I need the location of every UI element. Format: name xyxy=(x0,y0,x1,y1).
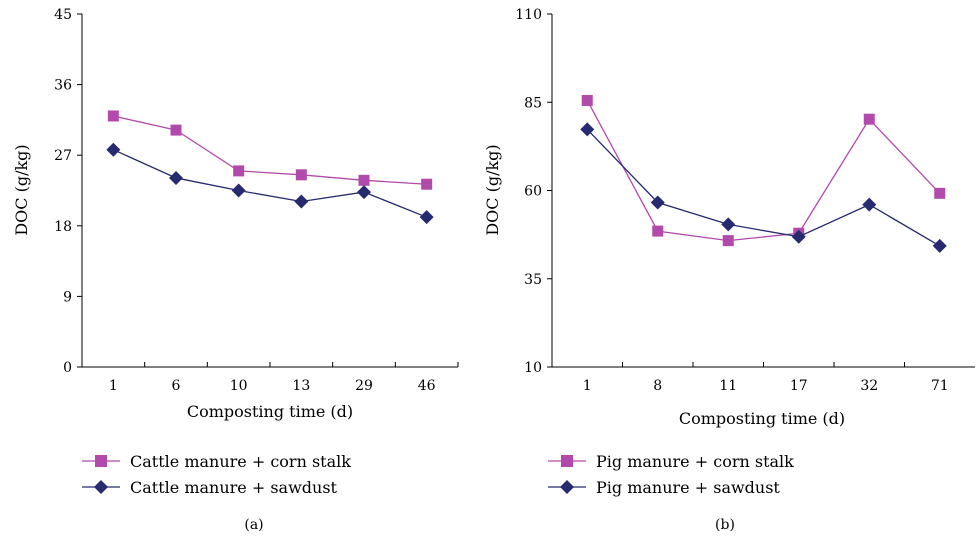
data-point-square xyxy=(421,178,433,190)
legend-label-a-1: Cattle manure + sawdust xyxy=(130,478,338,497)
legend-b: Pig manure + corn stalk Pig manure + saw… xyxy=(548,452,794,497)
chart-panel-a: 0 9 18 27 36 45 1 6 10 13 29 46 DOC (g/kg) Compost… xyxy=(12,7,459,533)
legend-marker-a-0 xyxy=(95,455,107,467)
data-point-diamond xyxy=(294,194,309,209)
x-tick-label: 29 xyxy=(355,378,373,394)
data-point-diamond xyxy=(106,142,121,157)
data-point-square xyxy=(295,169,307,181)
x-tick-label: 11 xyxy=(719,378,737,394)
x-tick-label: 10 xyxy=(230,378,248,394)
y-tick-label: 27 xyxy=(54,148,72,164)
data-point-square xyxy=(107,110,119,122)
x-tick-label: 32 xyxy=(860,378,878,394)
x-tick-label: 1 xyxy=(583,378,592,394)
y-tick-label: 60 xyxy=(524,184,542,200)
x-tick-label: 46 xyxy=(418,378,436,394)
data-point-diamond xyxy=(650,195,665,210)
y-tick-label: 0 xyxy=(63,360,72,376)
x-tick-label: 17 xyxy=(790,378,808,394)
legend-label-b-0: Pig manure + corn stalk xyxy=(596,452,794,471)
y-axis-title-b: DOC (g/kg) xyxy=(483,144,502,235)
legend-a: Cattle manure + corn stalk Cattle manure… xyxy=(82,452,351,497)
x-tick-label: 6 xyxy=(172,378,181,394)
panel-label-b: (b) xyxy=(715,517,735,533)
y-tick-label: 110 xyxy=(515,7,542,23)
legend-label-b-1: Pig manure + sawdust xyxy=(596,478,780,497)
series-a xyxy=(106,110,434,225)
legend-marker-a-1 xyxy=(94,480,108,494)
chart-panel-b: 10 35 60 85 110 1 8 11 17 32 71 DOC (g/kg) Compos… xyxy=(483,7,975,533)
data-point-square xyxy=(652,225,664,237)
y-ticks-a: 0 9 18 27 36 45 xyxy=(54,7,82,376)
panel-label-a: (a) xyxy=(244,517,263,533)
data-point-diamond xyxy=(721,217,736,232)
data-point-diamond xyxy=(862,197,877,212)
data-point-diamond xyxy=(357,185,371,200)
legend-marker-b-0 xyxy=(561,455,573,467)
x-axis-title-a: Composting time (d) xyxy=(187,402,353,421)
series-b xyxy=(580,94,947,253)
series-line-0 xyxy=(113,115,427,185)
data-point-diamond xyxy=(169,170,183,185)
y-tick-label: 45 xyxy=(54,7,72,23)
y-tick-label: 18 xyxy=(54,219,72,235)
x-axis-title-b: Composting time (d) xyxy=(679,409,845,428)
data-point-square xyxy=(170,124,182,136)
legend-marker-b-1 xyxy=(560,480,574,494)
data-point-square xyxy=(358,174,370,186)
data-point-square xyxy=(722,235,734,247)
y-tick-label: 35 xyxy=(524,272,542,288)
y-axis-title-a: DOC (g/kg) xyxy=(12,144,31,235)
data-point-diamond xyxy=(419,210,434,225)
y-tick-label: 10 xyxy=(524,360,542,376)
x-ticks-a: 1 6 10 13 29 46 xyxy=(109,362,459,394)
data-point-diamond xyxy=(791,229,806,244)
x-ticks-b: 1 8 11 17 32 71 xyxy=(583,362,949,394)
data-point-diamond xyxy=(932,238,947,253)
data-point-square xyxy=(863,113,875,125)
y-tick-label: 85 xyxy=(524,95,542,111)
x-tick-label: 8 xyxy=(653,378,662,394)
data-point-square xyxy=(581,94,593,106)
y-tick-label: 9 xyxy=(63,289,72,305)
legend-label-a-0: Cattle manure + corn stalk xyxy=(130,452,351,471)
x-tick-label: 1 xyxy=(109,378,118,394)
x-tick-label: 13 xyxy=(292,378,310,394)
data-point-diamond xyxy=(580,122,595,137)
x-tick-label: 71 xyxy=(931,378,949,394)
data-point-diamond xyxy=(231,183,246,198)
series-line-1 xyxy=(586,128,941,247)
y-ticks-b: 10 35 60 85 110 xyxy=(515,7,552,376)
data-point-square xyxy=(233,165,245,177)
data-point-square xyxy=(934,187,946,199)
y-tick-label: 36 xyxy=(54,78,72,94)
series-line-0 xyxy=(586,100,941,242)
series-line-1 xyxy=(113,149,427,218)
